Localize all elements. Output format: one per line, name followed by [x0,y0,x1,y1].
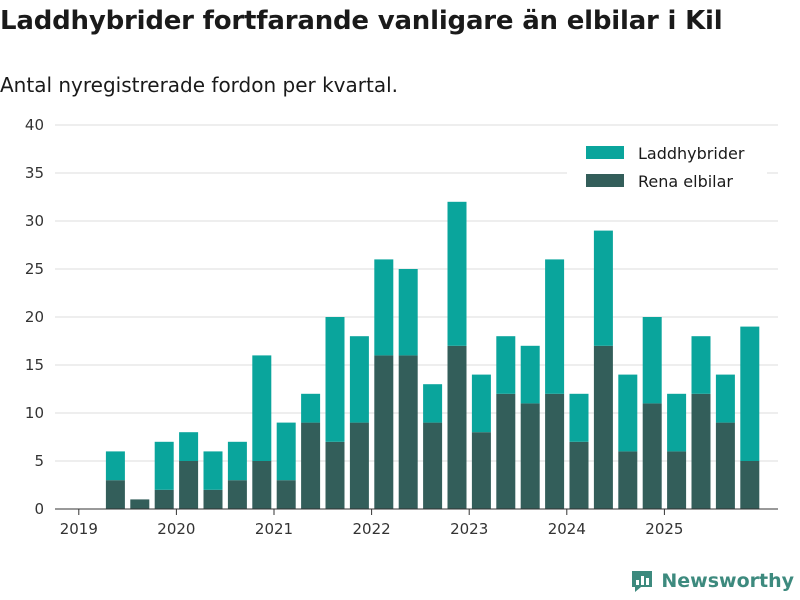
bar-rena-elbilar [740,461,760,509]
x-tick-label: 2019 [60,520,98,538]
bar-rena-elbilar [618,451,638,509]
bar-laddhybrider [642,317,662,404]
bar-laddhybrider [276,422,296,481]
brand-name: Newsworthy [661,570,794,592]
x-axis-ticks: 2019 2020 2021 2022 2023 2024 2025 [60,509,683,538]
chart-subtitle: Antal nyregistrerade fordon per kvartal. [0,73,399,97]
y-axis-ticks: 0 5 10 15 20 25 30 35 40 [25,116,44,518]
bar-rena-elbilar [227,480,247,509]
bar-rena-elbilar [447,345,467,509]
bar-rena-elbilar [569,441,589,509]
bar-rena-elbilar [325,441,345,509]
x-tick-label: 2023 [450,520,488,538]
bar-laddhybrider [203,451,223,490]
bar-laddhybrider [227,441,247,481]
bar-laddhybrider [520,345,540,404]
bar-laddhybrider [105,451,125,481]
bar-rena-elbilar [691,393,711,509]
y-tick-label: 5 [34,452,44,470]
y-tick-label: 0 [34,500,44,518]
bar-rena-elbilar [423,422,443,509]
legend-swatch-laddhybrider [586,146,624,159]
bar-rena-elbilar [276,480,296,509]
bar-rena-elbilar [130,499,150,509]
y-tick-label: 10 [25,404,44,422]
bar-laddhybrider [667,393,687,452]
bar-laddhybrider [179,432,199,461]
bar-laddhybrider [691,336,711,394]
bar-rena-elbilar [398,355,418,509]
bar-rena-elbilar [496,393,516,509]
y-tick-label: 25 [25,260,44,278]
bar-laddhybrider [496,336,516,394]
bar-rena-elbilar [252,461,272,509]
brand-logo: Newsworthy [629,568,794,594]
bar-laddhybrider [252,355,272,461]
bar-laddhybrider [715,374,735,423]
legend-swatch-rena-elbilar [586,174,624,187]
bar-rena-elbilar [349,422,369,509]
y-tick-label: 15 [25,356,44,374]
bar-laddhybrider [349,336,369,423]
bar-rena-elbilar [179,461,199,509]
bar-laddhybrider [398,269,418,356]
bar-rena-elbilar [301,422,321,509]
bar-rena-elbilar [667,451,687,509]
bar-rena-elbilar [374,355,394,509]
bar-laddhybrider [593,230,613,346]
bar-laddhybrider [569,393,589,442]
bar-rena-elbilar [203,489,223,509]
legend: Laddhybrider Rena elbilar [567,134,767,196]
bar-rena-elbilar [593,345,613,509]
bar-rena-elbilar [520,403,540,509]
bar-laddhybrider [618,374,638,452]
bar-laddhybrider [740,326,760,461]
bar-rena-elbilar [545,393,565,509]
x-tick-label: 2021 [255,520,293,538]
legend-label-rena-elbilar: Rena elbilar [638,172,733,191]
bar-laddhybrider [545,259,565,394]
bars [105,201,760,509]
y-tick-label: 30 [25,212,44,230]
y-tick-label: 35 [25,164,44,182]
bar-laddhybrider [374,259,394,356]
y-tick-label: 40 [25,116,44,134]
bar-rena-elbilar [642,403,662,509]
y-tick-label: 20 [25,308,44,326]
bar-rena-elbilar [715,422,735,509]
bar-rena-elbilar [154,489,174,509]
bar-laddhybrider [301,393,321,423]
bar-laddhybrider [154,441,174,490]
bar-rena-elbilar [471,432,491,509]
x-tick-label: 2022 [353,520,391,538]
newsworthy-logo-icon [632,571,653,592]
x-tick-label: 2020 [157,520,195,538]
bar-rena-elbilar [105,480,125,509]
bar-laddhybrider [325,317,345,442]
legend-label-laddhybrider: Laddhybrider [638,144,745,163]
bar-laddhybrider [447,201,467,346]
bar-laddhybrider [423,384,443,423]
chart-title: Laddhybrider fortfarande vanligare än el… [0,6,723,36]
bar-laddhybrider [471,374,491,433]
x-tick-label: 2025 [645,520,683,538]
x-tick-label: 2024 [548,520,586,538]
